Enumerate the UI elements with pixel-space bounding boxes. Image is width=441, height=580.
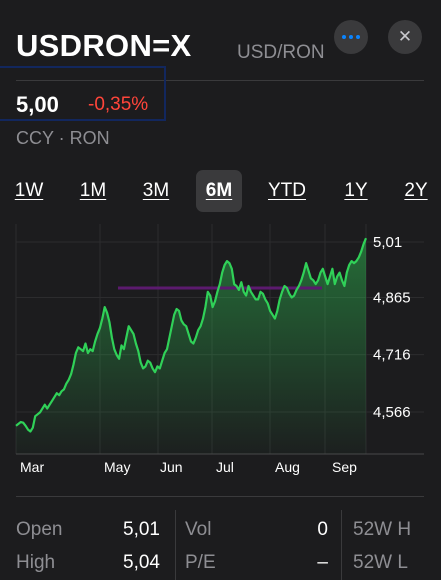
x-tick-label: May xyxy=(104,459,130,475)
y-tick-label: 5,01 xyxy=(373,234,402,251)
instrument-meta: CCY · RON xyxy=(16,128,110,148)
close-icon: ✕ xyxy=(397,27,413,46)
y-tick-label: 4,865 xyxy=(373,290,411,307)
stats-grid: Open 5,01 Vol 0 52W H High 5,04 P/E – 52… xyxy=(0,505,441,580)
range-tab[interactable]: 1Y xyxy=(344,180,368,201)
stat-value-vol: 0 xyxy=(317,519,328,540)
price-chart[interactable]: 5,01 4,865 4,716 4,566 Mar May Jun Jul Aug Sep xyxy=(0,222,441,480)
x-tick-label: Jun xyxy=(160,459,183,475)
ticker-symbol: USDRON=X xyxy=(16,28,192,63)
stats-separator xyxy=(175,510,176,580)
range-tab[interactable]: 2Y xyxy=(404,180,428,201)
y-tick-label: 4,716 xyxy=(373,347,411,364)
x-tick-label: Jul xyxy=(216,459,234,475)
stat-value-high: 5,04 xyxy=(123,552,160,573)
change-percent: -0,35% xyxy=(88,94,149,115)
stat-label-high: High xyxy=(16,552,56,573)
stat-label-vol: Vol xyxy=(185,519,212,540)
stats-divider xyxy=(16,496,424,497)
stat-label-52w-high: 52W H xyxy=(353,519,412,540)
current-price: 5,00 xyxy=(16,92,59,117)
price-line xyxy=(15,237,368,433)
range-tab[interactable]: 1M xyxy=(79,180,107,201)
ellipsis-icon xyxy=(342,35,360,39)
stats-separator xyxy=(341,510,342,580)
stat-label-52w-low: 52W L xyxy=(353,552,408,573)
stat-value-pe: – xyxy=(317,552,328,573)
currency-pair: USD/RON xyxy=(237,42,325,63)
price-area xyxy=(16,238,366,454)
range-tab[interactable]: YTD xyxy=(268,180,306,201)
range-tab[interactable]: 3M xyxy=(142,180,170,201)
price-highlight-box xyxy=(0,66,166,121)
close-button[interactable]: ✕ xyxy=(388,20,422,54)
range-selector: 1W 1M 3M 6M YTD 1Y 2Y xyxy=(0,170,441,214)
header: USDRON=X USD/RON ✕ xyxy=(0,0,441,80)
header-divider xyxy=(16,80,424,81)
stat-label-pe: P/E xyxy=(185,552,216,573)
more-button[interactable] xyxy=(334,20,368,54)
chart-labels: 5,01 4,865 4,716 4,566 Mar May Jun Jul Aug Sep xyxy=(20,234,411,475)
x-tick-label: Mar xyxy=(20,459,44,475)
stat-label-open: Open xyxy=(16,519,63,540)
range-tab[interactable]: 1W xyxy=(14,180,44,201)
x-tick-label: Sep xyxy=(332,459,357,475)
y-tick-label: 4,566 xyxy=(373,404,411,421)
x-tick-label: Aug xyxy=(275,459,300,475)
stat-value-open: 5,01 xyxy=(123,519,160,540)
range-tab-active[interactable]: 6M xyxy=(196,170,242,212)
